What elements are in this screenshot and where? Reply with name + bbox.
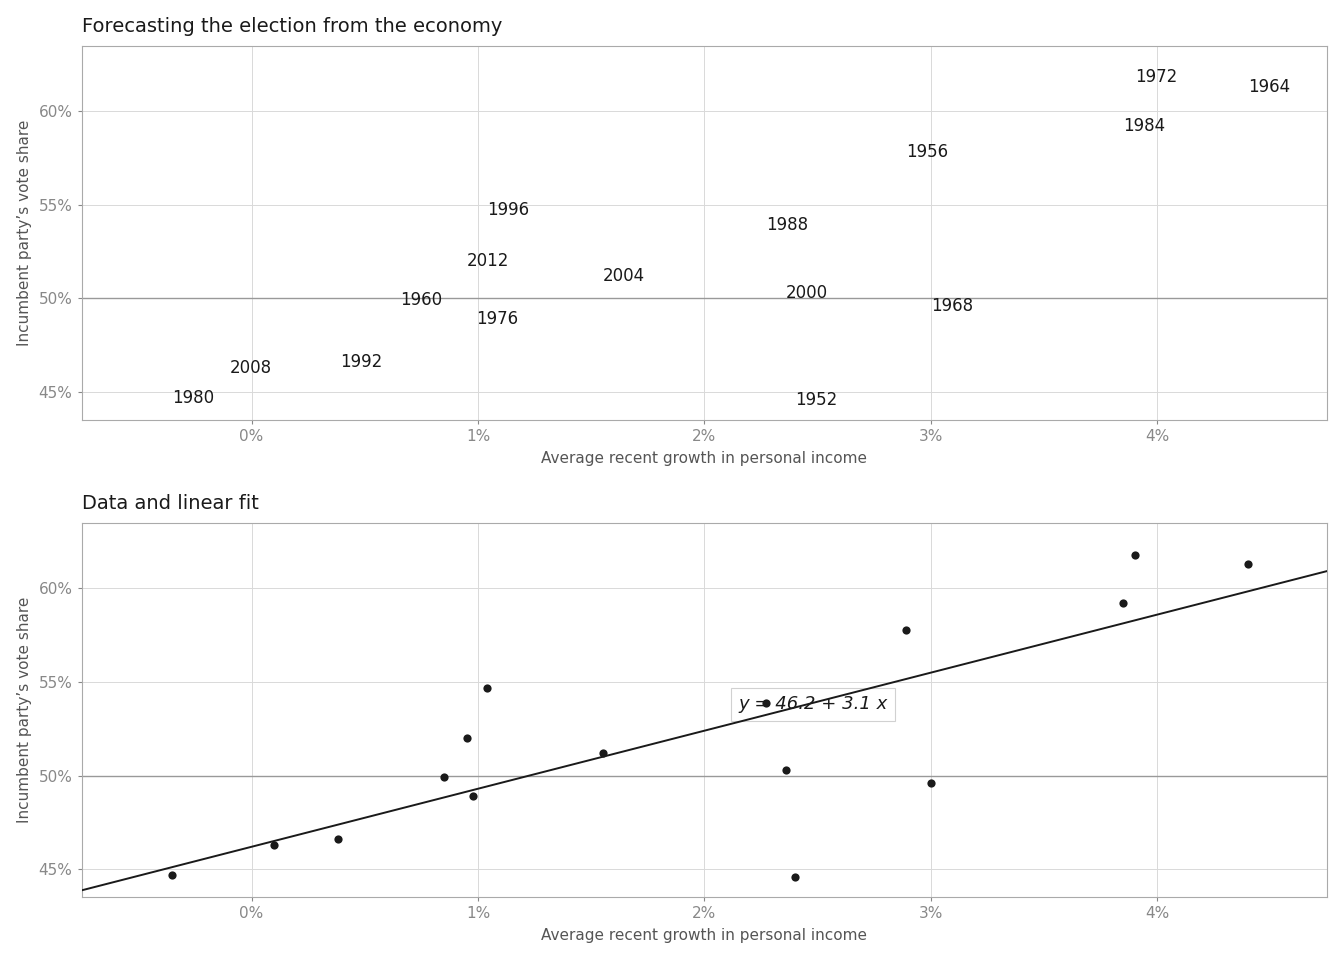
Text: 1996: 1996	[487, 202, 530, 220]
Point	[785, 869, 806, 884]
Point	[476, 680, 497, 695]
Text: 1968: 1968	[931, 297, 973, 315]
Point	[1238, 556, 1259, 571]
Point	[921, 776, 942, 791]
Text: 1992: 1992	[340, 353, 382, 372]
Text: 1988: 1988	[766, 216, 808, 234]
Point	[456, 731, 477, 746]
Text: 2004: 2004	[602, 267, 645, 285]
Point	[591, 746, 613, 761]
Text: 1980: 1980	[172, 389, 214, 407]
Y-axis label: Incumbent party’s vote share: Incumbent party’s vote share	[16, 597, 32, 824]
X-axis label: Average recent growth in personal income: Average recent growth in personal income	[542, 451, 867, 467]
Text: 1956: 1956	[906, 143, 948, 161]
Point	[1113, 595, 1134, 611]
Text: Data and linear fit: Data and linear fit	[82, 493, 258, 513]
Point	[1124, 547, 1145, 563]
Text: 2008: 2008	[230, 359, 271, 376]
Point	[433, 770, 454, 785]
Text: 1976: 1976	[476, 310, 517, 328]
Point	[161, 867, 183, 882]
Point	[755, 695, 777, 710]
Point	[462, 788, 484, 804]
Text: y = 46.2 + 3.1 x: y = 46.2 + 3.1 x	[738, 695, 887, 713]
Text: 1960: 1960	[399, 291, 442, 309]
Point	[263, 837, 285, 852]
X-axis label: Average recent growth in personal income: Average recent growth in personal income	[542, 928, 867, 944]
Point	[775, 762, 797, 778]
Text: 2012: 2012	[466, 252, 509, 270]
Text: 1952: 1952	[796, 391, 837, 409]
Point	[895, 622, 917, 637]
Text: 1964: 1964	[1249, 78, 1290, 96]
Text: Forecasting the election from the economy: Forecasting the election from the econom…	[82, 16, 503, 36]
Y-axis label: Incumbent party’s vote share: Incumbent party’s vote share	[16, 120, 32, 346]
Text: 1984: 1984	[1124, 117, 1165, 135]
Text: 1972: 1972	[1134, 68, 1177, 86]
Text: 2000: 2000	[786, 284, 828, 301]
Point	[327, 831, 348, 847]
